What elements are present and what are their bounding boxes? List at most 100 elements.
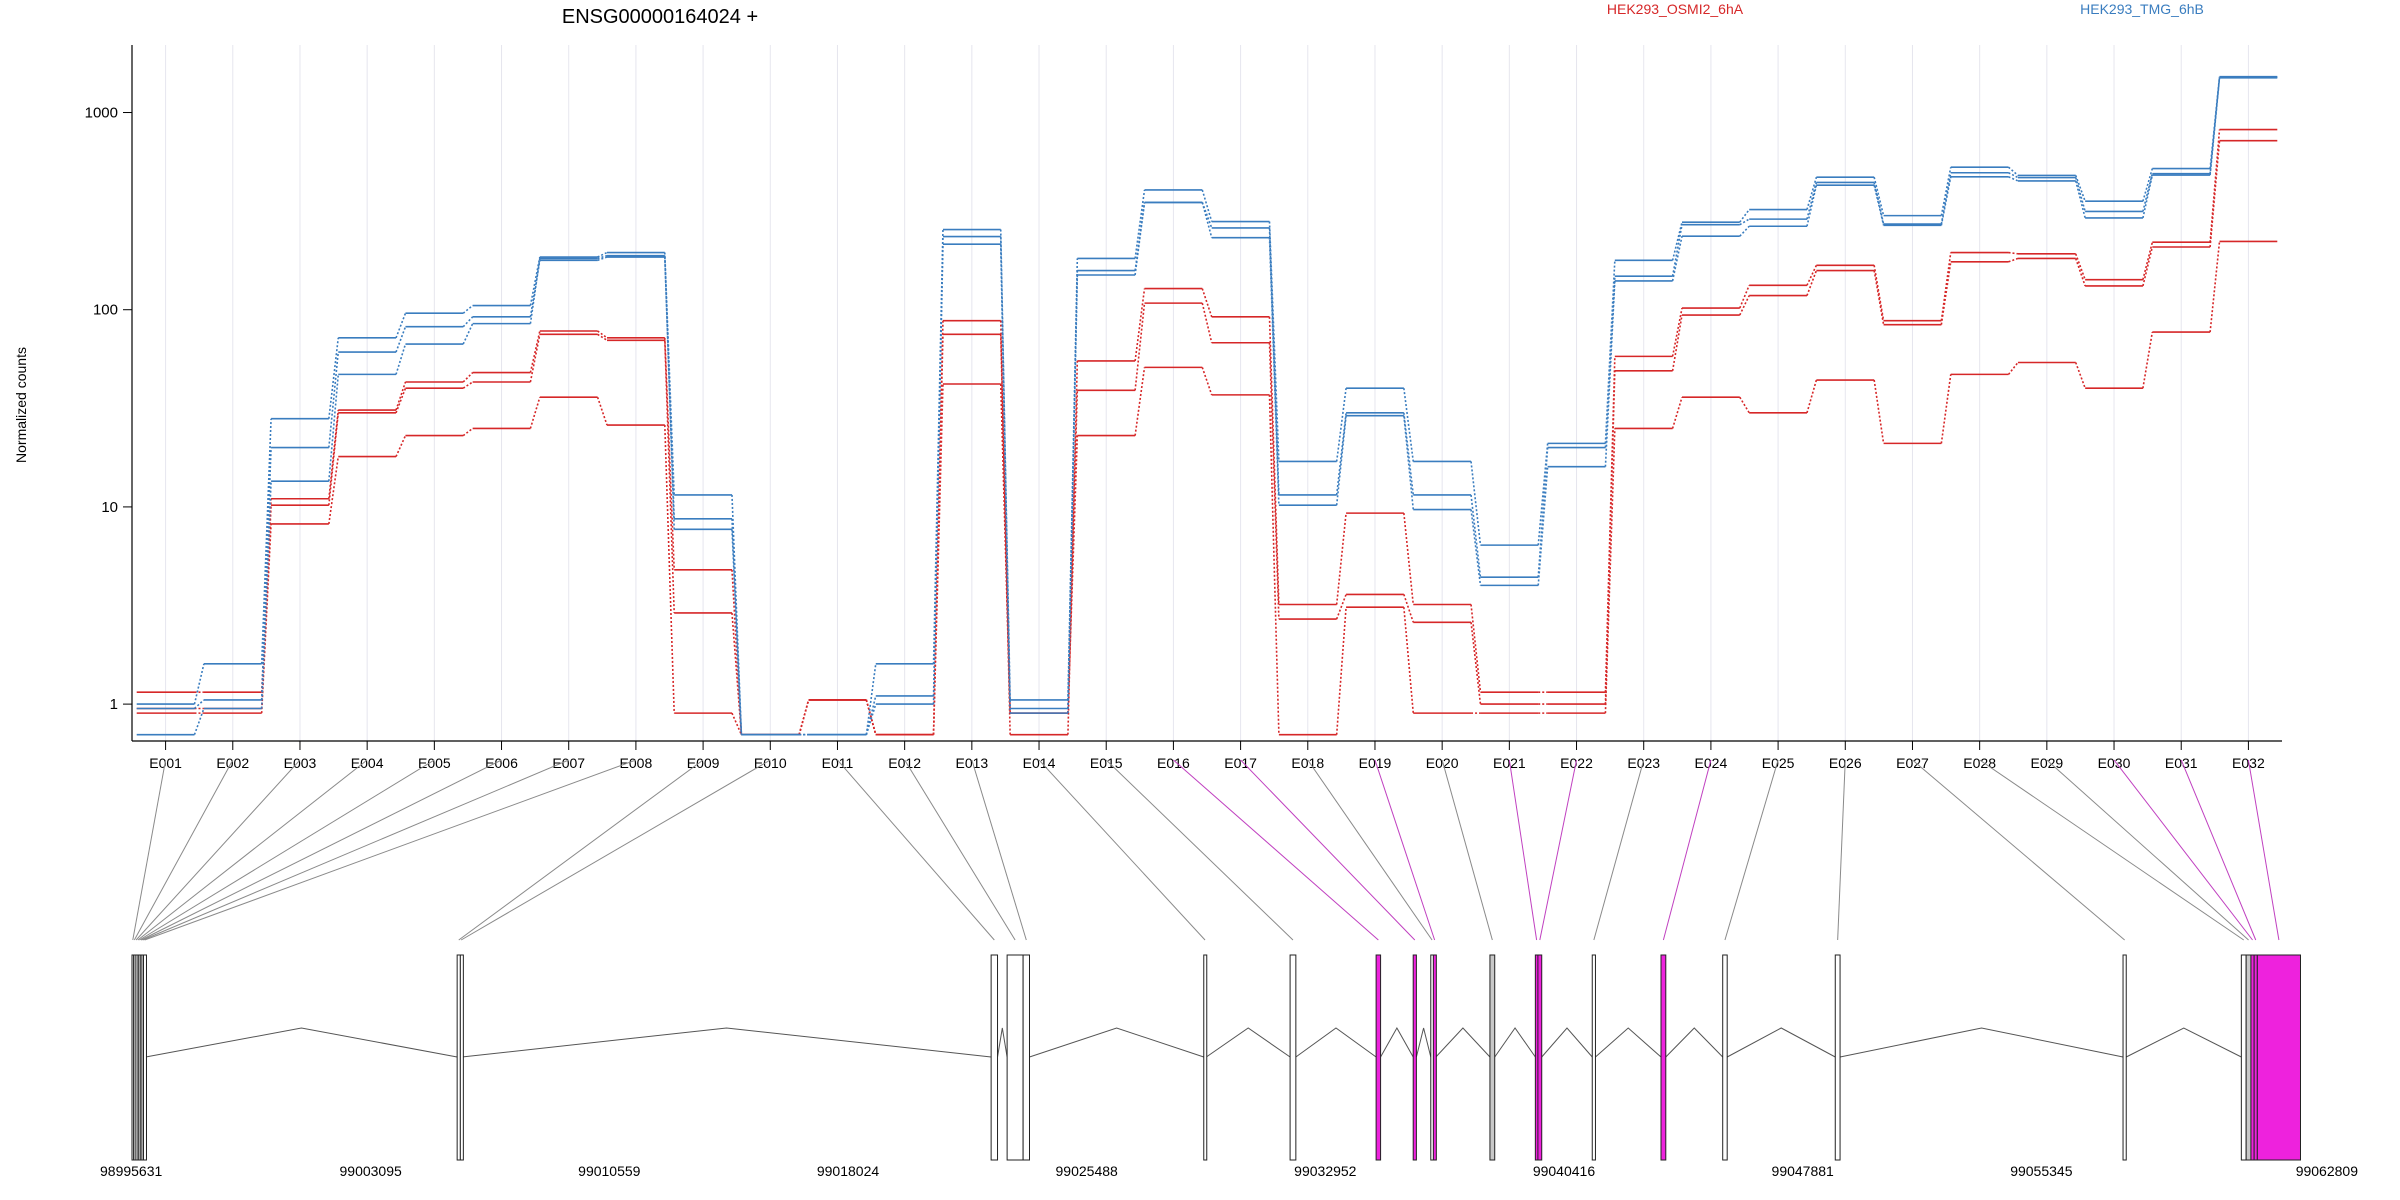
series-5-connector-5	[395, 326, 407, 353]
series-5-connector-21	[1470, 494, 1482, 578]
coord-label-3: 99010559	[578, 1163, 641, 1179]
series-4-connector-6	[462, 304, 474, 314]
series-6	[136, 76, 2278, 736]
series-3-connector-19	[1335, 607, 1347, 735]
series-6-connector-16	[1134, 202, 1146, 276]
series-2-connector-20	[1403, 594, 1415, 623]
series-2-connector-19	[1335, 594, 1347, 620]
intron-6	[1295, 1027, 1377, 1058]
series-3-connector-11	[798, 699, 810, 735]
series-1-connector-27	[1873, 265, 1885, 321]
series-2-connector-23	[1604, 370, 1616, 705]
x-tick-label-e015: E015	[1090, 755, 1123, 771]
series-3-connector-5	[395, 435, 407, 457]
coord-label-6: 99032952	[1294, 1163, 1357, 1179]
series-4-connector-25	[1739, 209, 1750, 223]
exon-e016	[1375, 954, 1382, 1161]
intron-10	[1494, 1027, 1536, 1058]
intron-14	[1726, 1027, 1836, 1058]
plot-axes	[131, 45, 2282, 742]
intron-7	[1380, 1026, 1414, 1058]
x-tick-label-e009: E009	[687, 755, 720, 771]
exon-e023	[1591, 954, 1596, 1161]
series-3-connector-9	[663, 425, 676, 714]
series-2-connector-14	[999, 334, 1011, 714]
coord-label-10: 99062809	[2296, 1163, 2359, 1179]
x-tick-label-e025: E025	[1762, 755, 1795, 771]
x-tick-label-e028: E028	[1963, 755, 1996, 771]
series-6-connector-32	[2209, 77, 2221, 176]
link-e026	[1837, 759, 1846, 941]
link-e031	[2180, 759, 2257, 941]
link-e012	[904, 759, 1016, 941]
series-2-connector-24	[1671, 314, 1683, 371]
series-2-connector-4	[328, 412, 340, 506]
series-6-connector-2	[193, 708, 205, 735]
exon-e013	[1022, 954, 1030, 1161]
x-tick-label-e014: E014	[1023, 755, 1056, 771]
series-1-connector-30	[2074, 253, 2086, 280]
x-tick-label-e027: E027	[1896, 755, 1929, 771]
series-5-connector-7	[529, 260, 541, 317]
series-3-connector-17	[1201, 367, 1213, 396]
exon-e008	[142, 954, 147, 1161]
legend-label-tmg: HEK293_TMG_6hB	[2080, 1, 2204, 17]
series-4-connector-32	[2209, 76, 2221, 169]
x-tick-label-e001: E001	[149, 755, 182, 771]
intron-4	[1029, 1027, 1204, 1058]
series-4-connector-19	[1335, 388, 1347, 462]
exon-e019	[1432, 954, 1437, 1161]
series-6-connector-15	[1067, 274, 1079, 714]
link-e027	[1912, 759, 2125, 941]
series-5-connector-2	[193, 699, 205, 710]
x-tick-label-e005: E005	[418, 755, 451, 771]
series-4-connector-24	[1671, 221, 1683, 261]
exon-e027	[2122, 954, 2127, 1161]
series-5-connector-20	[1403, 412, 1415, 496]
series-4-connector-31	[2142, 168, 2154, 202]
y-tick-label-100: 100	[93, 302, 118, 319]
gene-model	[131, 954, 2301, 1161]
series-6-connector-31	[2142, 174, 2154, 219]
series-1-connector-7	[529, 330, 541, 373]
intron-12	[1595, 1027, 1662, 1058]
series-4-connector-17	[1201, 189, 1213, 222]
x-tick-label-e024: E024	[1695, 755, 1728, 771]
series-5-connector-22	[1537, 447, 1549, 578]
link-e003	[135, 759, 301, 941]
series-2-connector-6	[462, 381, 474, 389]
intron-8	[1415, 1027, 1432, 1058]
link-e009	[458, 759, 704, 941]
coord-label-2: 99003095	[340, 1163, 403, 1179]
link-e018	[1307, 759, 1433, 941]
link-e016	[1173, 759, 1379, 941]
x-tick-label-e030: E030	[2098, 755, 2131, 771]
series-5-connector-12	[865, 695, 877, 735]
series-1-connector-17	[1201, 288, 1213, 318]
series-2-connector-31	[2142, 246, 2154, 287]
series-3-connector-16	[1134, 367, 1146, 436]
series-4-connector-2	[193, 663, 205, 705]
series-5-connector-19	[1335, 412, 1347, 496]
x-tick-label-e003: E003	[284, 755, 317, 771]
exon-e015	[1289, 954, 1297, 1161]
series-6-connector-13	[932, 244, 944, 705]
series-4-connector-5	[395, 312, 407, 339]
series-6-connector-28	[1940, 176, 1952, 226]
series-5-connector-30	[2074, 177, 2086, 212]
series-4-connector-3	[260, 418, 272, 664]
intron-11	[1541, 1027, 1593, 1058]
series-6-connector-17	[1201, 202, 1213, 238]
series-4-connector-26	[1806, 176, 1818, 210]
series-1-connector-24	[1671, 307, 1683, 357]
series-6-connector-9	[663, 255, 676, 530]
series-2-connector-9	[663, 340, 676, 613]
link-e022	[1539, 759, 1578, 941]
exon-e020	[1489, 954, 1496, 1161]
x-tick-label-e016: E016	[1157, 755, 1190, 771]
exon-e032	[2256, 954, 2301, 1161]
series-4-connector-16	[1134, 189, 1146, 259]
series-5-connector-31	[2142, 173, 2154, 212]
exon-e029	[2245, 954, 2252, 1161]
series-5-connector-29	[2008, 172, 2019, 179]
